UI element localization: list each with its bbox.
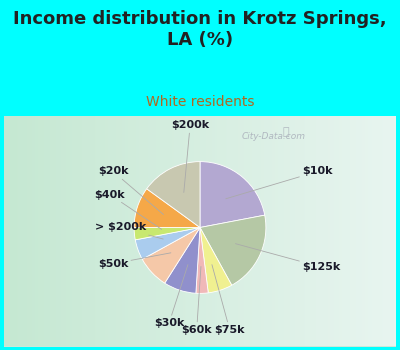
Text: $200k: $200k	[171, 120, 209, 192]
Text: $20k: $20k	[98, 167, 164, 215]
Wedge shape	[134, 189, 200, 228]
Wedge shape	[134, 228, 200, 240]
Wedge shape	[200, 162, 265, 228]
Text: > $200k: > $200k	[94, 223, 163, 239]
Text: White residents: White residents	[146, 94, 254, 108]
Text: City-Data.com: City-Data.com	[242, 132, 306, 141]
Wedge shape	[200, 215, 266, 285]
Wedge shape	[200, 228, 232, 293]
Wedge shape	[147, 162, 200, 228]
Text: $30k: $30k	[154, 265, 188, 328]
Wedge shape	[196, 228, 208, 293]
Wedge shape	[142, 228, 200, 283]
Wedge shape	[135, 228, 200, 259]
Text: $40k: $40k	[94, 190, 162, 229]
Text: $125k: $125k	[236, 244, 340, 272]
Text: Income distribution in Krotz Springs,
LA (%): Income distribution in Krotz Springs, LA…	[13, 10, 387, 49]
Text: $75k: $75k	[212, 265, 245, 335]
Text: $50k: $50k	[98, 253, 171, 269]
Text: ⓘ: ⓘ	[282, 127, 289, 137]
Text: $60k: $60k	[181, 266, 212, 335]
Text: $10k: $10k	[226, 167, 333, 199]
Wedge shape	[165, 228, 200, 293]
